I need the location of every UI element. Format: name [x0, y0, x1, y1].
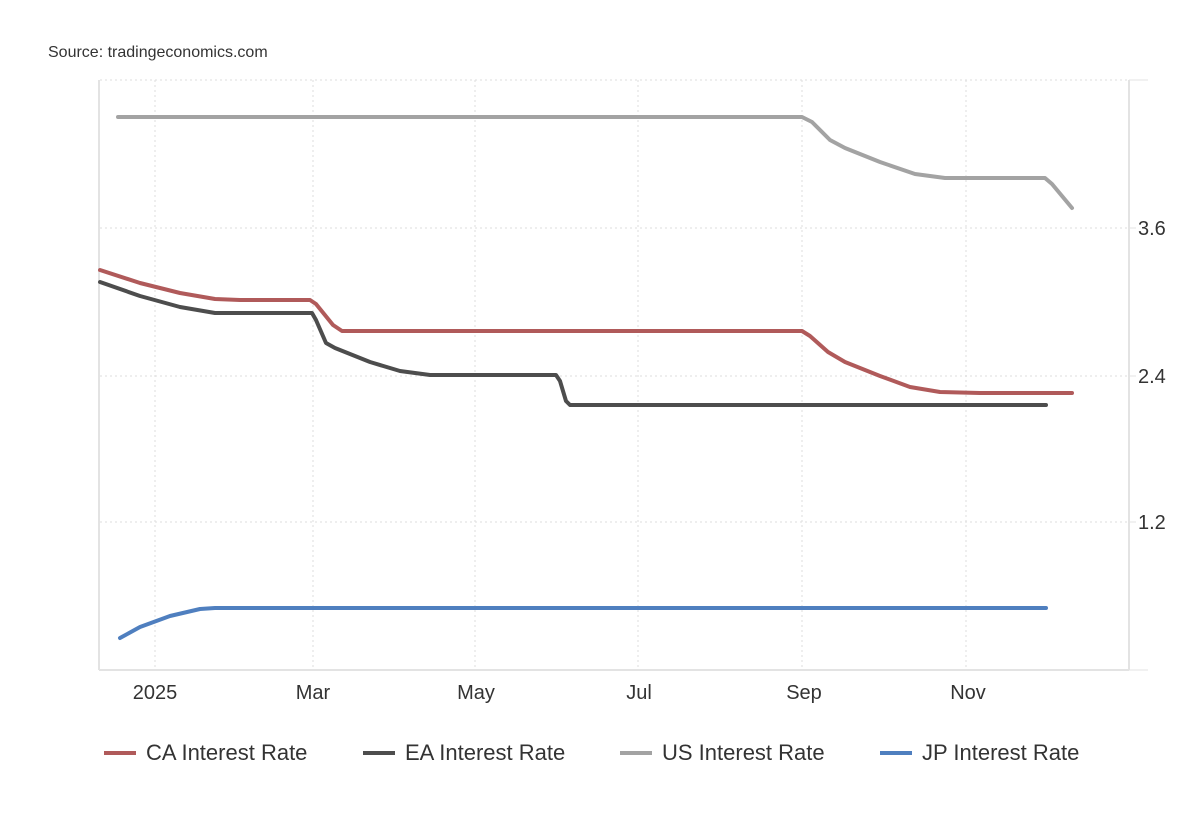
legend-item-us[interactable]: US Interest Rate: [620, 740, 825, 766]
y-tick-3-6: 3.6: [1138, 218, 1166, 240]
x-tick-mar: Mar: [296, 682, 331, 704]
x-tick-nov: Nov: [950, 682, 986, 704]
legend-label-ca: CA Interest Rate: [146, 740, 308, 765]
legend-label-us: US Interest Rate: [662, 740, 825, 765]
legend-item-ca[interactable]: CA Interest Rate: [104, 740, 307, 766]
legend-item-jp[interactable]: JP Interest Rate: [880, 740, 1079, 766]
legend-label-jp: JP Interest Rate: [922, 740, 1080, 765]
jp-swatch-icon: [880, 751, 912, 755]
legend: CA Interest Rate EA Interest Rate US Int…: [0, 740, 1200, 772]
axes: [98, 79, 1148, 671]
source-label: Source: tradingeconomics.com: [48, 44, 268, 61]
us-interest-rate-line[interactable]: [116, 115, 1074, 210]
y-axis-labels: 3.6 2.4 1.2: [1138, 218, 1166, 534]
x-tick-may: May: [457, 682, 495, 704]
x-tick-2025: 2025: [133, 682, 178, 704]
x-axis-labels: 2025 Mar May Jul Sep Nov: [133, 682, 986, 704]
legend-item-ea[interactable]: EA Interest Rate: [363, 740, 565, 766]
ca-swatch-icon: [104, 751, 136, 755]
y-tick-2-4: 2.4: [1138, 366, 1166, 388]
legend-label-ea: EA Interest Rate: [405, 740, 566, 765]
x-tick-sep: Sep: [786, 682, 822, 704]
series-lines: [98, 115, 1074, 640]
ea-swatch-icon: [363, 751, 395, 755]
us-swatch-icon: [620, 751, 652, 755]
gridlines: [100, 79, 1128, 670]
ca-interest-rate-line[interactable]: [98, 268, 1074, 395]
y-tick-1-2: 1.2: [1138, 512, 1166, 534]
jp-interest-rate-line[interactable]: [118, 606, 1048, 640]
ea-interest-rate-line[interactable]: [98, 280, 1048, 407]
x-tick-jul: Jul: [626, 682, 652, 704]
